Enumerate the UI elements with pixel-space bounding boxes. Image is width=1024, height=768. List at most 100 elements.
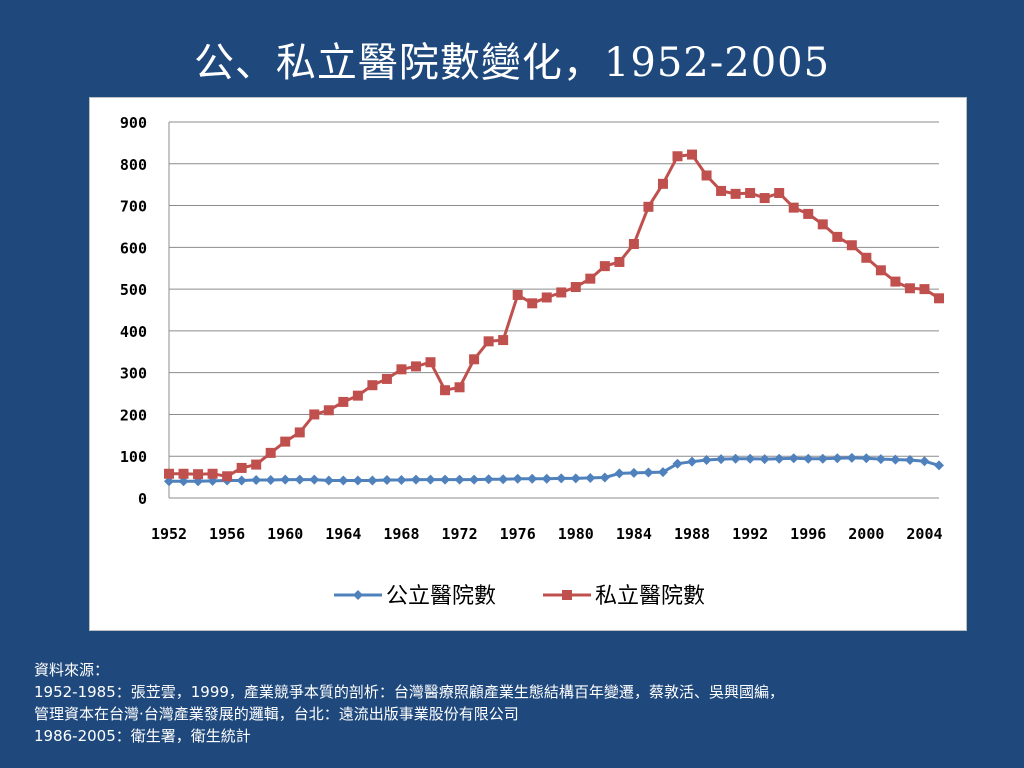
data-point	[817, 219, 828, 230]
source-notes: 資料來源： 1952-1985：張苙雲，1999，產業競爭本質的剖析：台灣醫療照…	[34, 659, 1009, 747]
data-point	[396, 475, 407, 486]
legend-marker	[353, 590, 363, 600]
data-point	[251, 459, 262, 470]
data-point	[207, 468, 218, 479]
data-point	[875, 454, 886, 465]
legend-marker	[562, 590, 572, 600]
x-tick-label: 1956	[209, 525, 245, 543]
data-point	[628, 238, 639, 249]
data-point	[585, 472, 596, 483]
x-tick-label: 1968	[383, 525, 419, 543]
data-point	[280, 474, 291, 485]
data-point	[687, 149, 698, 160]
data-point	[338, 396, 349, 407]
data-point	[381, 475, 392, 486]
data-point	[338, 475, 349, 486]
data-point	[454, 382, 465, 393]
data-point	[309, 409, 320, 420]
x-tick-label: 1964	[325, 525, 361, 543]
data-point	[512, 289, 523, 300]
legend-label: 私立醫院數	[595, 584, 705, 609]
source-line-3: 1986-2005：衛生署，衛生統計	[34, 727, 251, 745]
x-tick-label: 1996	[790, 525, 826, 543]
data-point	[803, 453, 814, 464]
y-tick-label: 600	[120, 239, 147, 257]
data-point	[701, 454, 712, 465]
data-point	[556, 473, 567, 484]
slide-title: 公、私立醫院數變化，1952-2005	[193, 40, 831, 86]
y-tick-label: 400	[120, 323, 147, 341]
data-point	[745, 188, 756, 199]
data-point	[556, 287, 567, 298]
data-point	[469, 354, 480, 365]
y-tick-label: 500	[120, 281, 147, 299]
x-tick-label: 1988	[674, 525, 710, 543]
x-tick-label: 1952	[151, 525, 187, 543]
data-point	[570, 282, 581, 293]
data-point	[628, 467, 639, 478]
x-tick-label: 1980	[558, 525, 594, 543]
series-line	[169, 153, 940, 478]
data-point	[687, 456, 698, 467]
data-point	[498, 474, 509, 485]
data-point	[251, 475, 262, 486]
data-point	[396, 364, 407, 375]
data-point	[875, 265, 886, 276]
line-chart: 0 100 200 300 400 500 600 700 800 900 1952 1956 1960…	[120, 114, 944, 609]
data-point	[701, 170, 712, 181]
data-point	[832, 231, 843, 242]
data-point	[469, 474, 480, 485]
data-point	[236, 462, 247, 473]
data-point	[410, 361, 421, 372]
data-point	[367, 475, 378, 486]
y-tick-label: 100	[120, 448, 147, 466]
data-point	[410, 474, 421, 485]
data-point	[890, 454, 901, 465]
data-point	[512, 473, 523, 484]
data-point	[454, 474, 465, 485]
data-point	[919, 456, 930, 467]
data-point	[803, 208, 814, 219]
data-point	[904, 454, 915, 465]
data-point	[352, 475, 363, 486]
y-tick-label: 0	[138, 490, 147, 508]
data-point	[585, 273, 596, 284]
data-point	[716, 185, 727, 196]
data-point	[817, 453, 828, 464]
data-point	[178, 468, 189, 479]
data-point	[759, 193, 770, 204]
data-point	[774, 453, 785, 464]
data-point	[614, 256, 625, 267]
data-point	[745, 453, 756, 464]
data-point	[178, 476, 189, 487]
x-tick-label: 1984	[616, 525, 652, 543]
data-point	[483, 474, 494, 485]
y-tick-label: 700	[120, 198, 147, 216]
x-tick-label: 1976	[500, 525, 536, 543]
data-point	[193, 469, 204, 480]
data-point	[643, 201, 654, 212]
data-point	[599, 261, 610, 272]
data-point	[164, 476, 174, 487]
chart-frame: 0 100 200 300 400 500 600 700 800 900 1952 1956 1960…	[89, 97, 967, 631]
data-point	[498, 335, 509, 346]
data-point	[759, 454, 770, 465]
data-point	[164, 468, 174, 479]
x-tick-label: 1960	[267, 525, 303, 543]
data-point	[381, 373, 392, 384]
data-point	[730, 453, 741, 464]
data-point	[483, 336, 494, 347]
data-point	[672, 458, 683, 469]
data-point	[716, 454, 727, 465]
data-point	[222, 471, 233, 482]
data-point	[788, 202, 799, 213]
data-point	[657, 467, 668, 478]
data-point	[774, 188, 785, 199]
data-point	[934, 293, 944, 304]
data-point	[352, 390, 363, 401]
data-point	[527, 473, 538, 484]
data-point	[309, 474, 320, 485]
x-tick-label: 1992	[732, 525, 768, 543]
y-tick-label: 300	[120, 365, 147, 383]
data-point	[440, 474, 451, 485]
